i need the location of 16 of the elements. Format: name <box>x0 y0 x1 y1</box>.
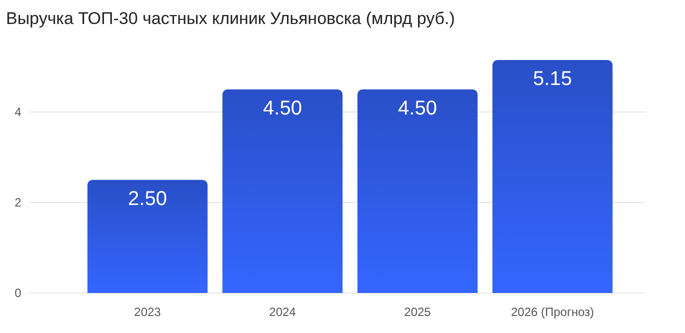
x-tick-label: 2023 <box>134 305 162 319</box>
y-tick-label: 2 <box>14 196 22 210</box>
x-tick-label: 2024 <box>269 305 296 319</box>
data-label: 5.15 <box>533 68 572 90</box>
bar <box>87 180 208 293</box>
y-tick-label: 4 <box>14 105 22 120</box>
data-label: 4.50 <box>398 97 437 120</box>
x-tick-label: 2026 (Прогноз) <box>510 305 594 319</box>
data-label: 2.50 <box>128 188 167 210</box>
bar <box>357 89 478 293</box>
bar <box>222 89 343 293</box>
y-tick-label: 0 <box>14 286 22 300</box>
bar <box>492 60 613 293</box>
chart-title: Выручка ТОП-30 частных клиник Ульяновска (млрд руб.) <box>6 9 455 28</box>
x-tick-label: 2025 <box>404 305 432 319</box>
data-label: 4.50 <box>263 97 302 120</box>
